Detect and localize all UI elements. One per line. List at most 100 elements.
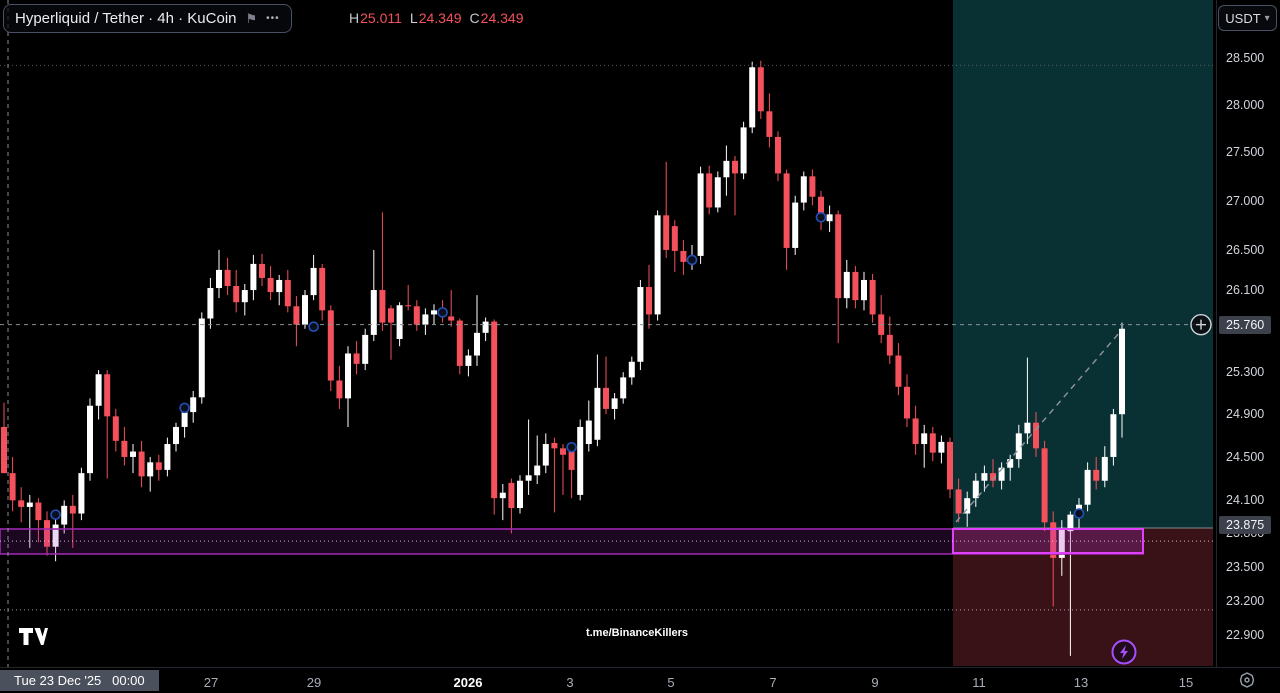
symbol-legend[interactable]: Hyperliquid / Tether · 4h · KuCoin ⚑ •••	[3, 4, 292, 33]
price-axis[interactable]: 28.500 28.000 27.500 27.000 26.500 26.100 25.3…	[1216, 0, 1280, 667]
candle-body	[938, 441, 945, 453]
candle-body	[620, 377, 627, 399]
candle-body	[198, 318, 205, 398]
gear-icon[interactable]	[1238, 671, 1256, 689]
candle-body	[1024, 422, 1031, 434]
candle-body	[293, 306, 300, 325]
ohlc-value: 25.011	[360, 10, 402, 26]
long-position-profit-zone[interactable]	[953, 0, 1213, 528]
signal-dot-marker[interactable]	[308, 321, 319, 332]
candle-body	[921, 433, 928, 445]
candle-body	[284, 279, 291, 307]
candle-body	[138, 451, 145, 477]
chart-pane[interactable]	[0, 0, 1216, 667]
candle-body	[861, 279, 867, 301]
candle-body	[499, 492, 506, 499]
candle-body	[164, 444, 171, 470]
crosshair-price-badge: 25.760	[1219, 315, 1272, 334]
candle-body	[224, 269, 231, 287]
ohlc-key: L	[409, 10, 418, 26]
candle-body	[130, 451, 136, 457]
candle-body	[998, 467, 1005, 481]
candle-body	[809, 176, 816, 197]
currency-dropdown[interactable]: USDT ▾	[1218, 5, 1277, 31]
candle-body	[835, 214, 842, 299]
candle-body	[680, 250, 687, 262]
candle-body	[964, 498, 971, 514]
candlestick-chart[interactable]	[0, 0, 1216, 667]
signal-dot-marker[interactable]	[1073, 508, 1085, 519]
candle-body	[207, 288, 214, 319]
candle-body	[26, 502, 33, 507]
price-tick-label: 26.100	[1226, 283, 1265, 298]
candle-body	[1, 426, 7, 474]
candle-body	[78, 473, 85, 514]
ohlc-pair: L 24.349	[410, 10, 462, 26]
candle-body	[972, 480, 979, 499]
candle-body	[766, 111, 773, 137]
candle-body	[585, 420, 592, 445]
candle-body	[379, 290, 386, 323]
candle-body	[706, 173, 713, 208]
price-tick-label: 27.000	[1226, 193, 1265, 208]
candle-body	[413, 306, 420, 325]
candle-body	[181, 412, 188, 427]
candle-body	[671, 226, 678, 251]
candle-body	[95, 374, 102, 406]
candle-body	[388, 308, 394, 323]
candle-body	[560, 448, 566, 455]
price-tick-label: 24.900	[1226, 407, 1265, 422]
candle-body	[250, 263, 257, 291]
price-tick-label: 24.500	[1226, 449, 1265, 464]
more-options-icon[interactable]: •••	[266, 13, 280, 24]
candle-body	[1084, 469, 1091, 505]
time-tick-label: 11	[972, 675, 986, 690]
candle-body	[241, 290, 248, 303]
candle-body	[818, 196, 824, 222]
candle-body	[319, 267, 326, 311]
tradingview-logo[interactable]	[18, 621, 48, 649]
candle-body	[775, 136, 781, 174]
candle-body	[1119, 328, 1125, 415]
candle-body	[1101, 456, 1108, 481]
candle-body	[1067, 514, 1074, 532]
signal-dot-marker[interactable]	[437, 307, 448, 318]
candle-body	[1007, 459, 1014, 468]
candle-body	[69, 505, 76, 514]
candle-body	[542, 444, 549, 466]
candle-body	[18, 500, 25, 507]
zone-price-badge: 23.875	[1219, 516, 1272, 535]
candle-body	[474, 332, 480, 356]
long-position-loss-zone[interactable]	[953, 528, 1213, 666]
candle-body	[310, 267, 317, 296]
candle-body	[886, 334, 893, 356]
signal-dot-marker[interactable]	[50, 509, 61, 520]
signal-dot-marker[interactable]	[815, 211, 827, 223]
time-tick-label: 5	[667, 675, 675, 690]
flag-icon[interactable]: ⚑	[245, 11, 258, 26]
candle-body	[628, 361, 635, 378]
candle-body	[353, 353, 360, 364]
signal-dot-marker[interactable]	[179, 402, 190, 414]
candle-body	[121, 440, 128, 457]
price-tick-label: 22.900	[1226, 628, 1265, 643]
ohlc-pair: C 24.349	[470, 10, 524, 26]
signal-dot-marker[interactable]	[686, 254, 698, 266]
candle-body	[465, 355, 472, 366]
trend-projection-line[interactable]	[955, 331, 1121, 523]
candle-body	[233, 286, 240, 303]
candle-body	[740, 127, 747, 174]
candle-body	[267, 277, 274, 293]
candle-body	[568, 451, 575, 470]
candle-body	[594, 387, 601, 440]
time-tick-label: 29	[306, 675, 322, 690]
candle-body	[947, 441, 953, 490]
symbol-title: Hyperliquid / Tether · 4h · KuCoin	[15, 10, 237, 27]
time-tick-label: 9	[871, 675, 879, 690]
candle-body	[990, 473, 996, 481]
time-axis[interactable]: 27 29 2026 3 5 7 9 11 13 15 Tue 23 Dec '25 00:00	[0, 667, 1280, 693]
signal-dot-marker[interactable]	[566, 441, 577, 453]
candle-body	[1015, 433, 1022, 460]
channel-watermark: t.me/BinanceKillers	[585, 627, 689, 639]
